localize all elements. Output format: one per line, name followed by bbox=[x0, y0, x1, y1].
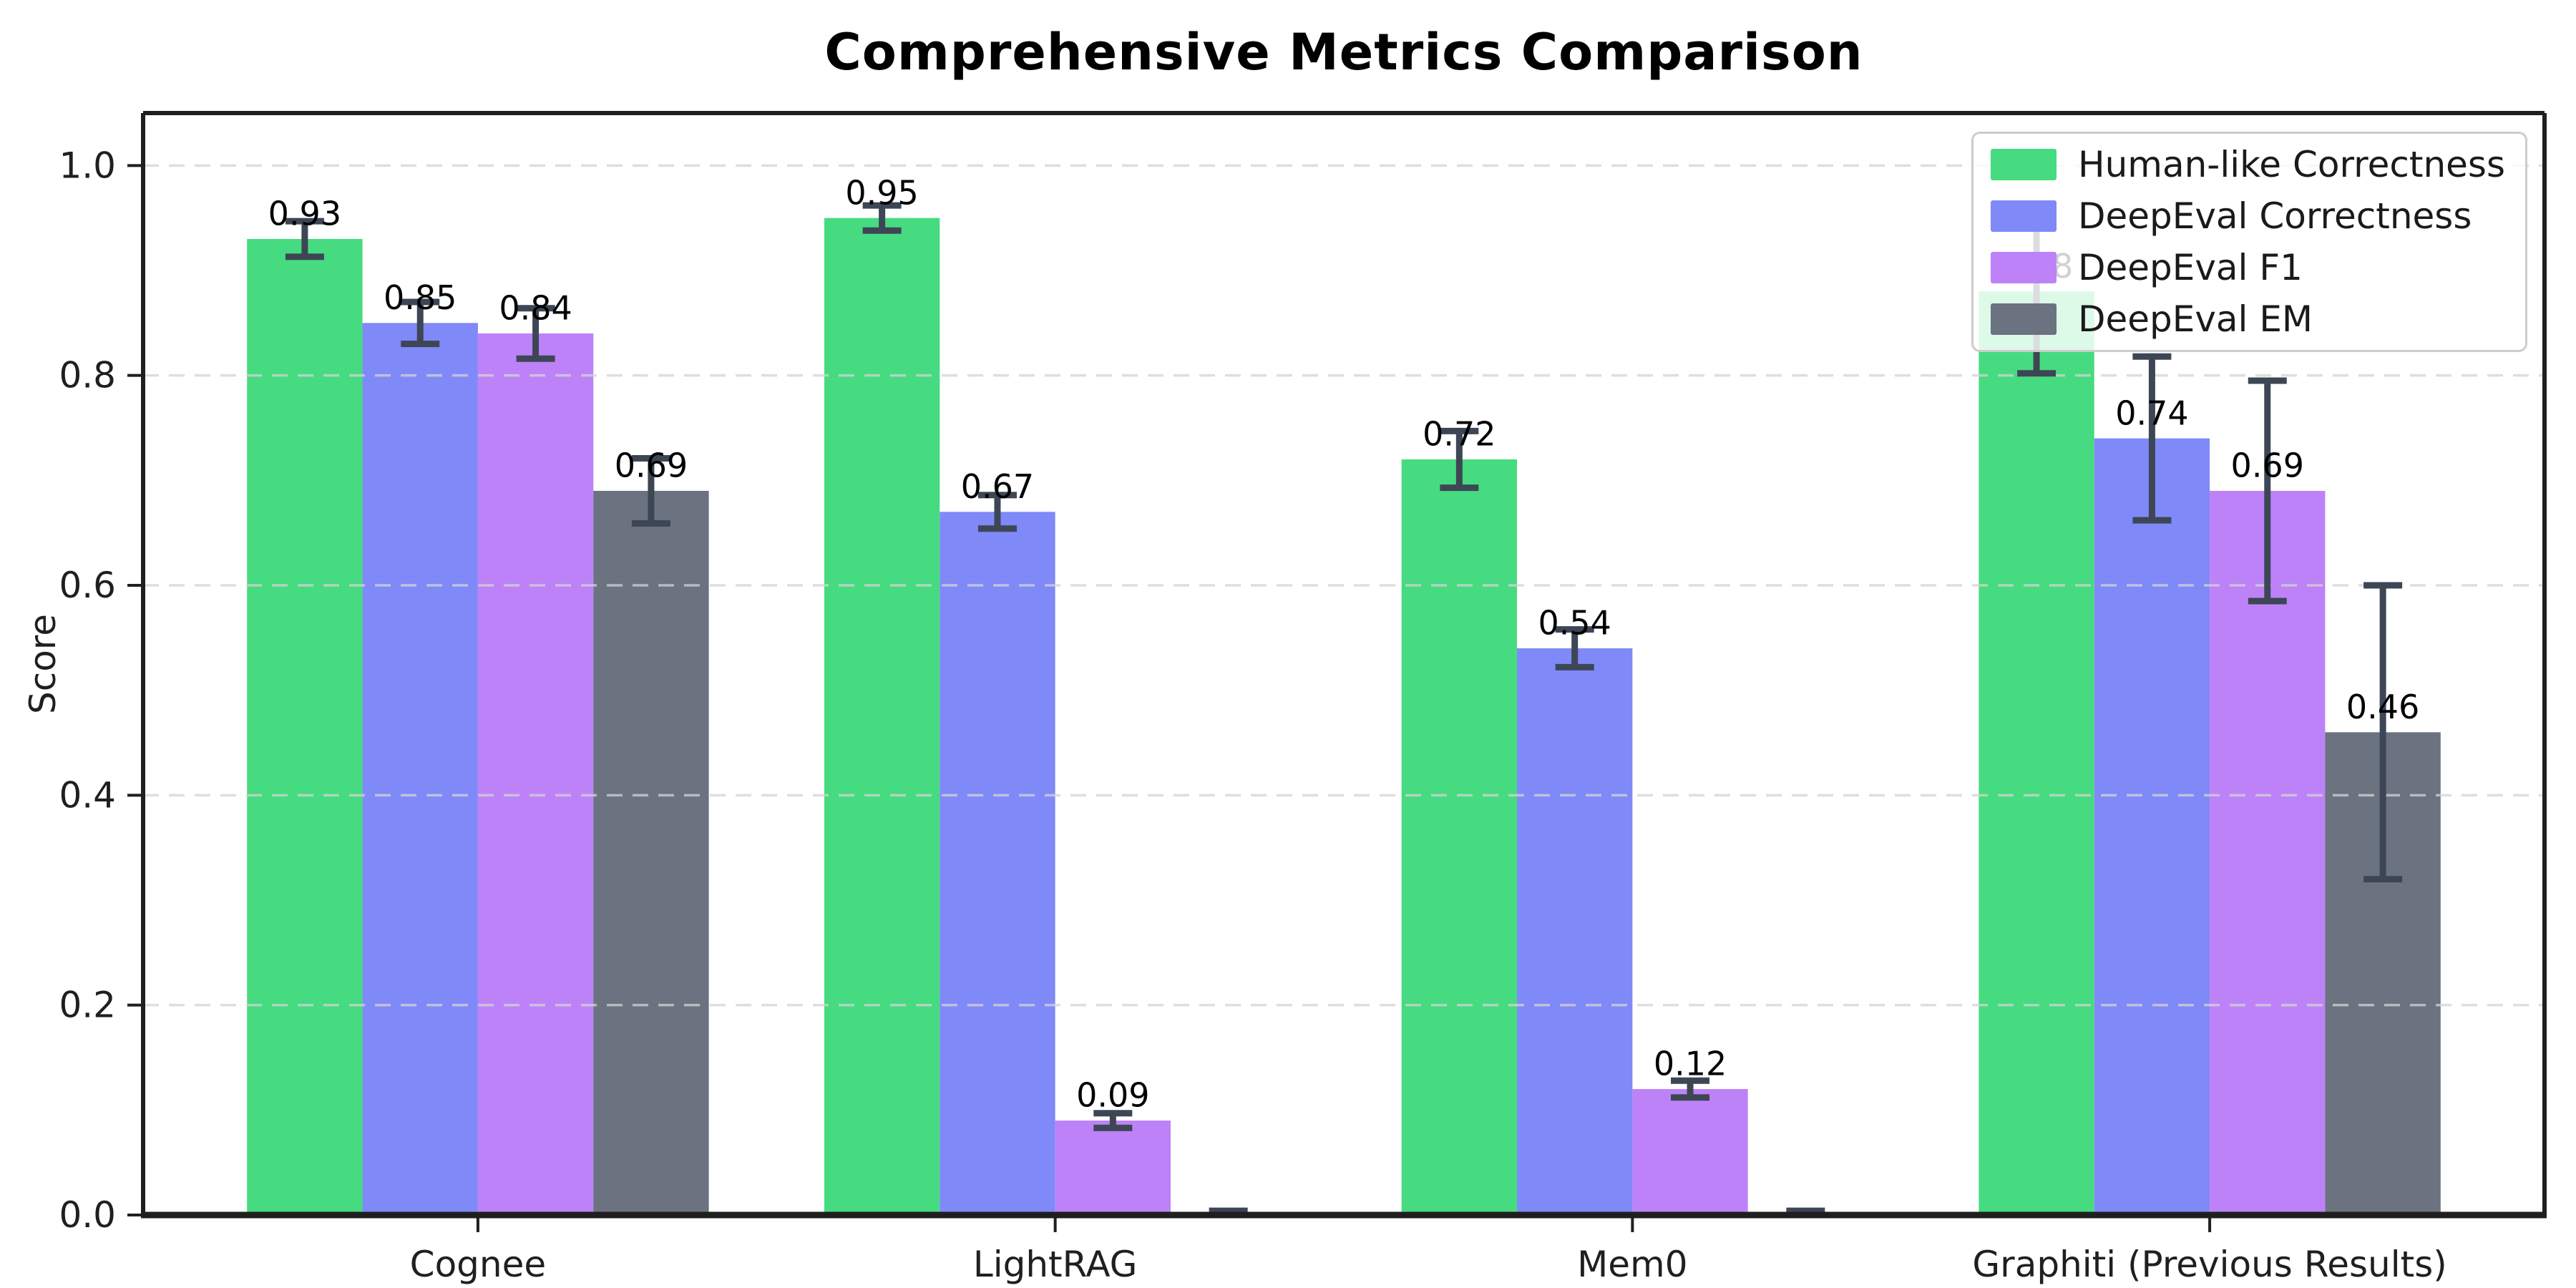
bar-value-label: 0.85 bbox=[384, 278, 457, 317]
bar bbox=[2094, 438, 2210, 1215]
bar bbox=[247, 239, 363, 1215]
bar-value-label: 0.12 bbox=[1654, 1045, 1727, 1083]
bar-value-label: 0.69 bbox=[615, 447, 688, 485]
bar bbox=[362, 323, 478, 1215]
bar bbox=[593, 491, 709, 1215]
bar bbox=[2210, 491, 2326, 1215]
y-tick-label: 1.0 bbox=[59, 145, 116, 186]
legend-label: DeepEval Correctness bbox=[2077, 195, 2472, 237]
legend-swatch bbox=[1990, 303, 2057, 335]
bar-value-label: 0.74 bbox=[2115, 394, 2188, 432]
bar bbox=[1401, 459, 1518, 1215]
bar-value-label: 0.95 bbox=[845, 173, 918, 212]
bar-value-label: 0.69 bbox=[2231, 447, 2304, 485]
x-tick-label: Cognee bbox=[410, 1244, 546, 1285]
legend-swatch bbox=[1990, 200, 2057, 232]
legend-item: DeepEval EM bbox=[1990, 298, 2505, 340]
x-tick-label: Mem0 bbox=[1577, 1244, 1687, 1285]
legend-item: Human-like Correctness bbox=[1990, 144, 2505, 185]
legend-label: Human-like Correctness bbox=[2077, 144, 2505, 185]
bar bbox=[1632, 1089, 1748, 1215]
bar bbox=[824, 218, 940, 1216]
bar-value-label: 0.67 bbox=[961, 467, 1034, 506]
chart-title: Comprehensive Metrics Comparison bbox=[824, 23, 1863, 82]
bar-value-label: 0.84 bbox=[499, 289, 572, 328]
bar bbox=[1979, 291, 2094, 1215]
bar bbox=[1055, 1121, 1171, 1215]
x-tick-label: Graphiti (Previous Results) bbox=[1972, 1244, 2446, 1285]
bar-value-label: 0.93 bbox=[268, 195, 341, 233]
bar bbox=[477, 333, 594, 1215]
y-tick-label: 0.0 bbox=[59, 1194, 116, 1236]
legend-item: DeepEval Correctness bbox=[1990, 195, 2505, 237]
x-tick-label: LightRAG bbox=[973, 1244, 1138, 1285]
bar bbox=[1517, 648, 1633, 1215]
bar-value-label: 0.54 bbox=[1538, 604, 1611, 643]
legend-item: DeepEval F1 bbox=[1990, 247, 2505, 288]
bar bbox=[940, 512, 1055, 1215]
y-tick-label: 0.8 bbox=[59, 355, 116, 396]
bar-value-label: 0.72 bbox=[1423, 415, 1496, 454]
legend-label: DeepEval EM bbox=[2077, 298, 2313, 340]
bar-value-label: 0.46 bbox=[2346, 688, 2419, 726]
y-tick-label: 0.2 bbox=[59, 985, 116, 1026]
legend-swatch bbox=[1990, 252, 2057, 283]
legend: Human-like Correctness DeepEval Correctne… bbox=[1971, 132, 2527, 352]
y-tick-label: 0.6 bbox=[59, 565, 116, 606]
legend-label: DeepEval F1 bbox=[2077, 247, 2303, 288]
bar-value-label: 0.09 bbox=[1076, 1076, 1149, 1115]
y-tick-label: 0.4 bbox=[59, 774, 116, 816]
legend-swatch bbox=[1990, 149, 2057, 180]
